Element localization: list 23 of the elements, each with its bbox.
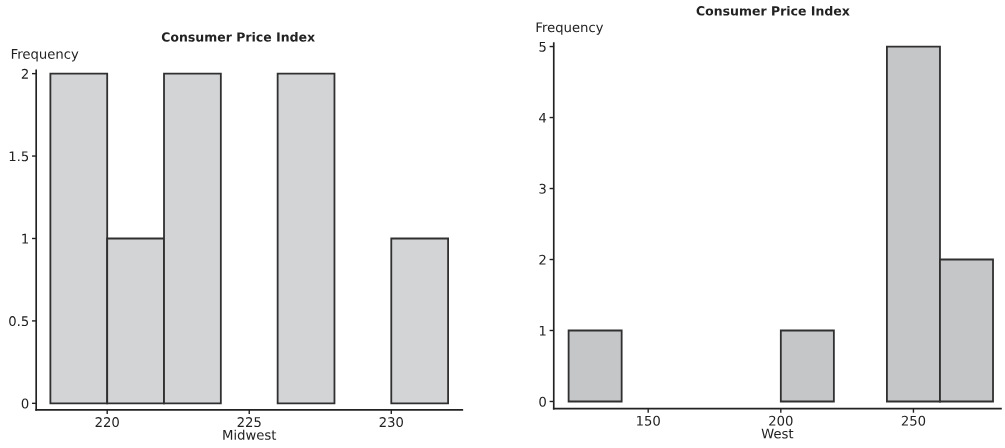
y-axis-title: Frequency (11, 49, 79, 62)
y-tick-label: 0 (21, 398, 29, 409)
y-axis-title: Frequency (536, 22, 604, 35)
y-tick-label: 0 (539, 396, 546, 407)
x-tick-label: 200 (769, 415, 793, 426)
x-tick-label: 225 (237, 417, 261, 428)
y-tick-label: 1 (539, 325, 546, 336)
y-tick-label: 3 (539, 183, 546, 194)
y-tick-label: 1.5 (9, 151, 29, 162)
x-tick-label: 220 (95, 417, 119, 428)
x-tick-label: 150 (637, 415, 660, 426)
x-axis-title: West (761, 428, 794, 439)
y-tick-label: 2 (21, 68, 28, 79)
x-tick-label: 230 (379, 417, 403, 428)
y-tick-label: 4 (539, 112, 547, 123)
y-tick-label: 0.5 (9, 316, 29, 327)
x-tick-label: 250 (901, 415, 926, 426)
y-tick-label: 5 (539, 41, 546, 52)
y-tick-label: 1 (22, 233, 29, 244)
y-tick-label: 2 (539, 254, 546, 265)
chart-title: Consumer Price Index (161, 32, 315, 42)
x-axis-title: Midwest (223, 429, 277, 440)
chart-title: Consumer Price Index (696, 5, 850, 16)
